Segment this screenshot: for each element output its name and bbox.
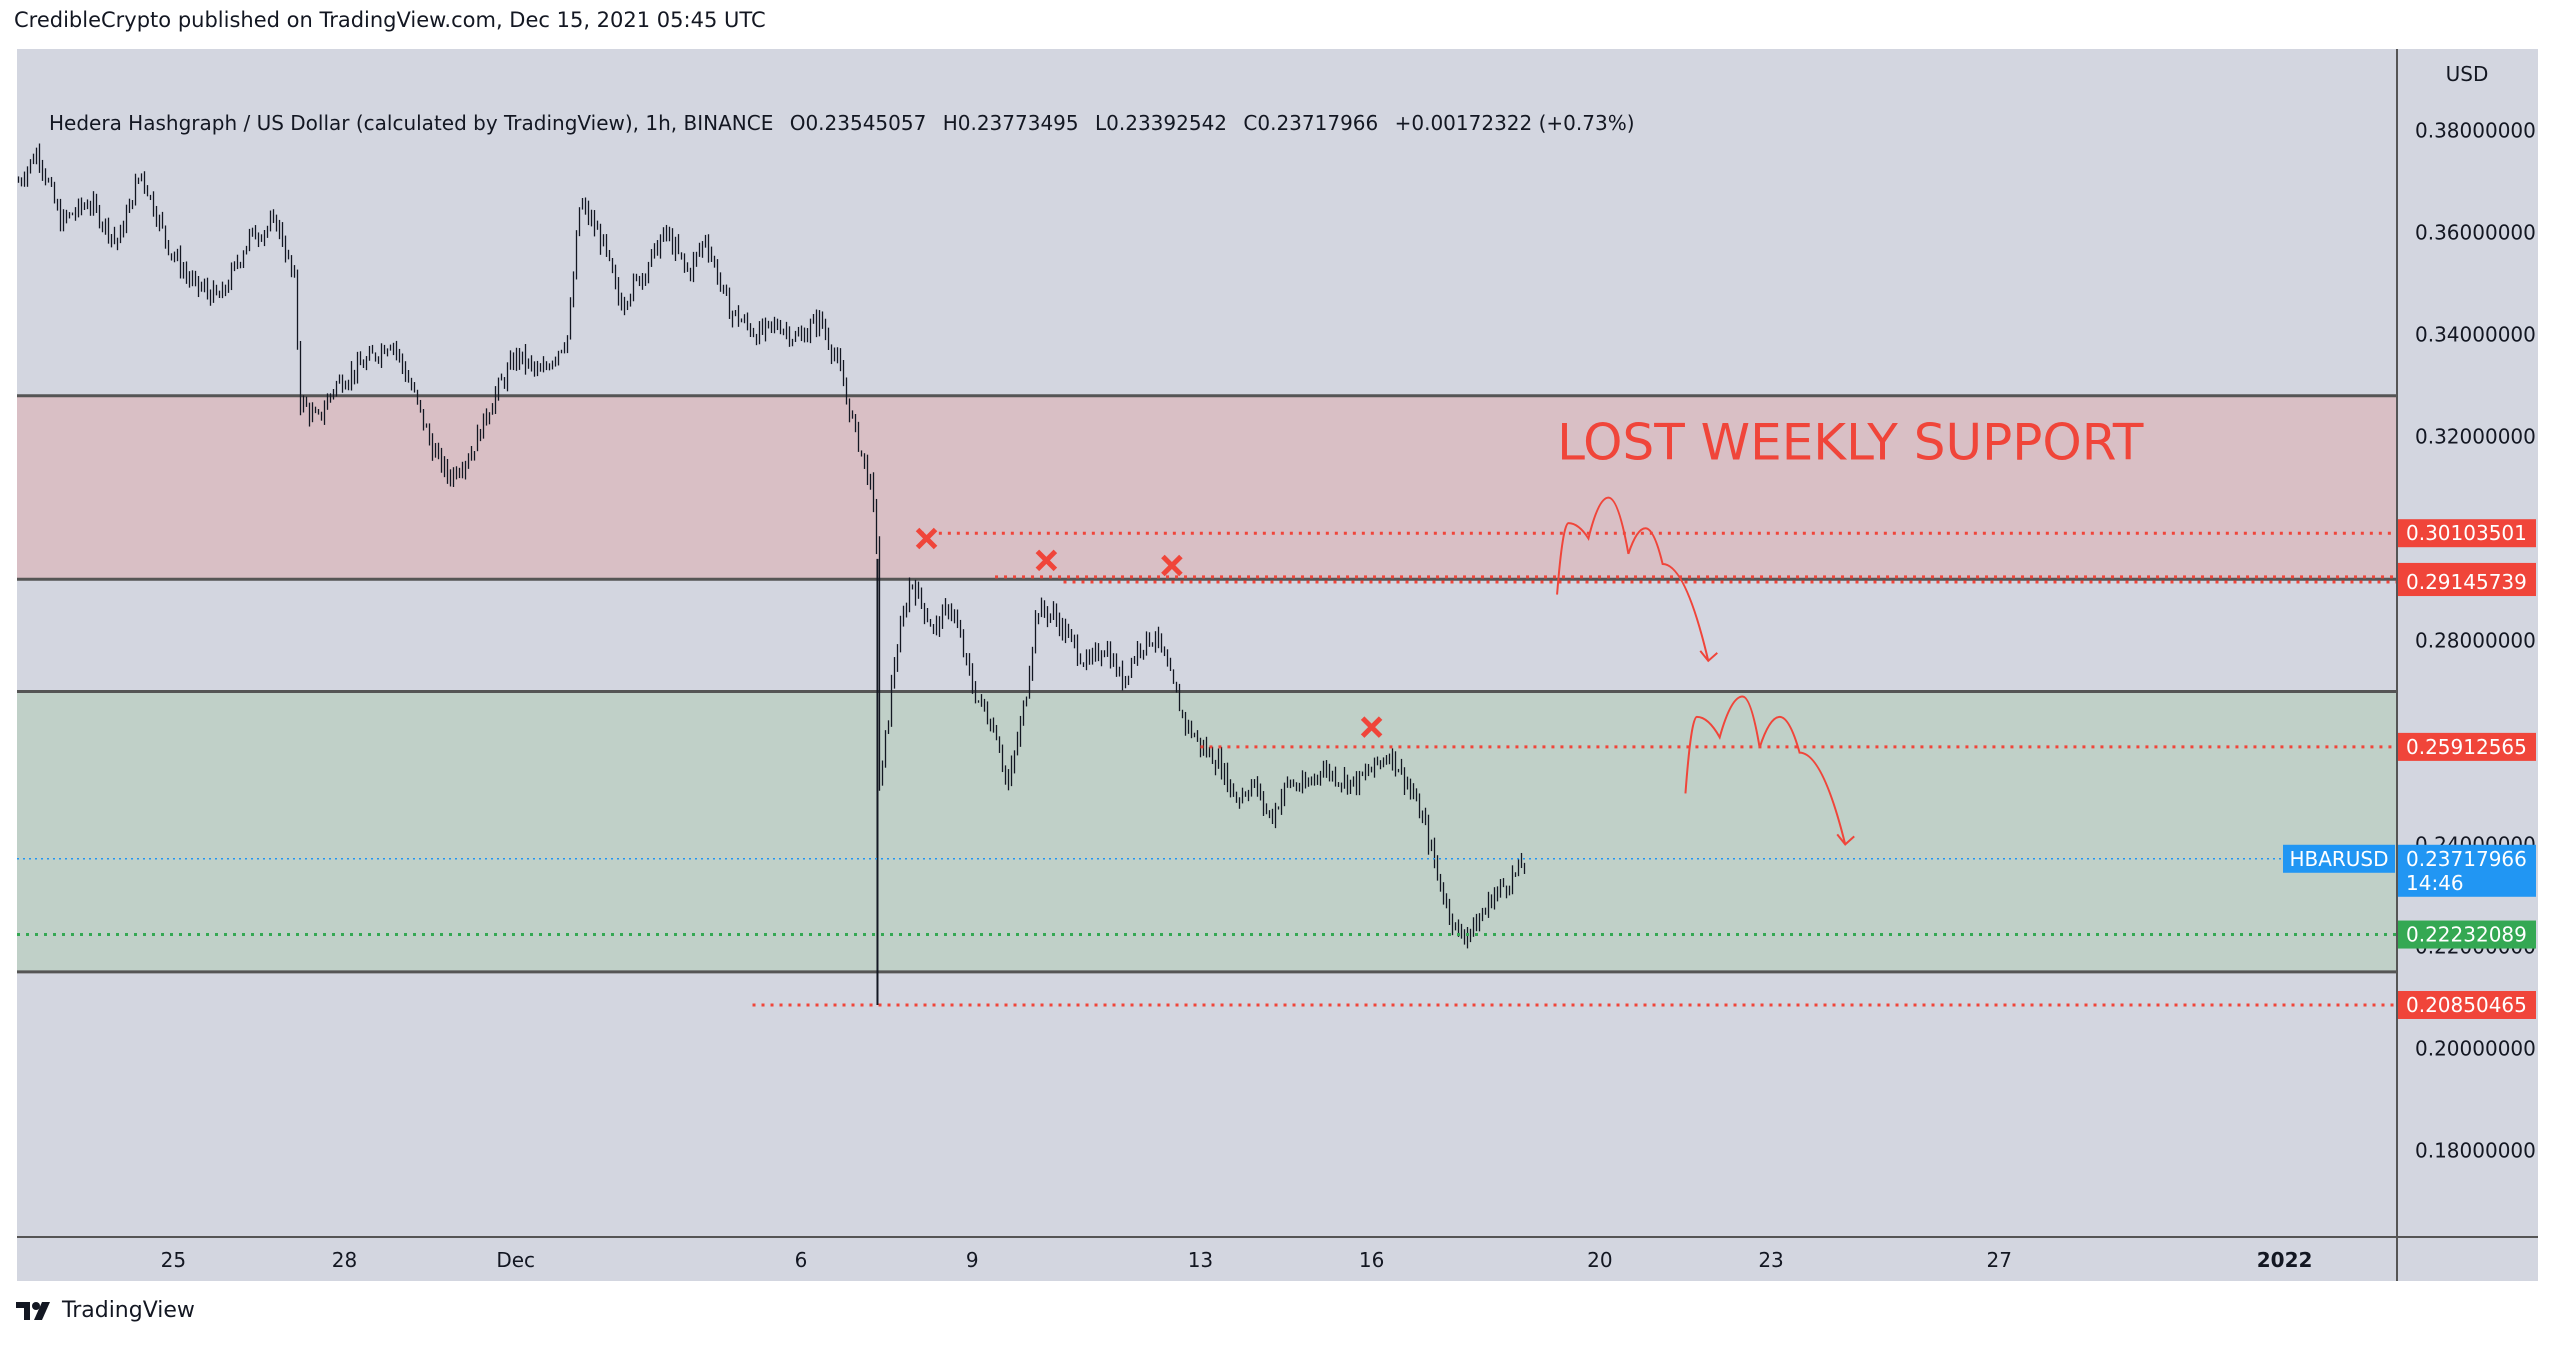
time-axis-tick: 27	[1987, 1248, 2012, 1272]
forecast-path	[1684, 695, 1847, 845]
level-price-tag	[2398, 568, 2536, 597]
time-axis-tick: 6	[795, 1248, 808, 1272]
publication-caption: CredibleCrypto published on TradingView.…	[14, 8, 766, 32]
level-price-tag	[2398, 519, 2536, 548]
change-value: +0.00172322 (+0.73%)	[1394, 111, 1635, 135]
current-price-tag-text: 0.23717966	[2406, 847, 2527, 871]
rejection-x-mark	[1161, 554, 1183, 577]
level-price-tag-text: 0.25912565	[2406, 735, 2527, 759]
price-axis-tick: 0.32000000	[2415, 425, 2536, 449]
symbol-description: Hedera Hashgraph / US Dollar (calculated…	[49, 111, 774, 135]
symbol-tag-text: HBARUSD	[2289, 847, 2388, 871]
tradingview-logo-icon	[16, 1301, 50, 1320]
level-price-tag-text: 0.29145739	[2406, 570, 2527, 594]
rejection-x-mark	[1035, 549, 1058, 572]
forecast-arrowhead	[1836, 833, 1855, 846]
price-axis-unit: USD	[2446, 62, 2489, 86]
time-axis-tick: 9	[966, 1248, 979, 1272]
time-axis-tick: Dec	[496, 1248, 535, 1272]
time-axis-tick: 13	[1188, 1248, 1213, 1272]
symbol-tag	[2283, 844, 2395, 873]
rejection-x-stroke	[1161, 554, 1183, 577]
level-price-tag	[2398, 920, 2536, 949]
rejection-x-stroke	[1360, 716, 1383, 738]
level-price-tag	[2398, 990, 2536, 1019]
time-axis-tick: 25	[161, 1248, 186, 1272]
symbol-legend: Hedera Hashgraph / US Dollar (calculated…	[49, 111, 1635, 135]
forecast-path	[1556, 496, 1710, 662]
red-zone	[17, 395, 2397, 580]
price-chart[interactable]: LOST WEEKLY SUPPORT USD 0.38000000 0.360000…	[17, 49, 2538, 1281]
close-label: C	[1243, 111, 1258, 135]
forecast-arrowhead	[1699, 650, 1718, 663]
rejection-x-mark	[1360, 716, 1383, 738]
time-axis-tick: 16	[1359, 1248, 1384, 1272]
level-price-tag-text: 0.22232089	[2406, 923, 2527, 947]
time-axis-tick: 23	[1758, 1248, 1783, 1272]
level-price-tag-text: 0.30103501	[2406, 521, 2527, 545]
rejection-x-stroke	[915, 527, 938, 550]
close-value: 0.23717966	[1257, 111, 1379, 135]
tradingview-logo[interactable]: TradingView	[16, 1298, 195, 1323]
time-axis-tick: 28	[332, 1248, 357, 1272]
green-zone	[17, 691, 2397, 972]
rejection-x-mark	[915, 527, 938, 550]
rejection-x-stroke	[1035, 549, 1058, 572]
chart-frame[interactable]: LOST WEEKLY SUPPORT USD 0.38000000 0.360000…	[17, 49, 2538, 1281]
time-axis-tick: 20	[1587, 1248, 1612, 1272]
lost-weekly-support-label: LOST WEEKLY SUPPORT	[1557, 413, 2144, 471]
level-price-tag-text: 0.20850465	[2406, 993, 2527, 1017]
high-value: 0.23773495	[957, 111, 1079, 135]
high-label: H	[942, 111, 958, 135]
low-label: L	[1094, 111, 1107, 135]
price-axis-tick: 0.38000000	[2415, 119, 2536, 143]
low-value: 0.23392542	[1106, 111, 1228, 135]
candles	[17, 143, 1526, 1005]
time-axis-tick: 2022	[2257, 1248, 2313, 1272]
price-axis-tick: 0.36000000	[2415, 221, 2536, 245]
price-axis-tick: 0.20000000	[2415, 1036, 2536, 1060]
price-axis-tick: 0.34000000	[2415, 323, 2536, 347]
tradingview-brand: TradingView	[62, 1298, 195, 1323]
current-price-tag	[2398, 844, 2536, 897]
price-axis-tick: 0.28000000	[2415, 628, 2536, 652]
price-axis-tick: 0.18000000	[2415, 1138, 2536, 1162]
open-label: O	[789, 111, 806, 135]
open-value: 0.23545057	[805, 111, 927, 135]
bar-countdown-text: 14:46	[2406, 871, 2464, 895]
level-price-tag	[2398, 732, 2536, 761]
